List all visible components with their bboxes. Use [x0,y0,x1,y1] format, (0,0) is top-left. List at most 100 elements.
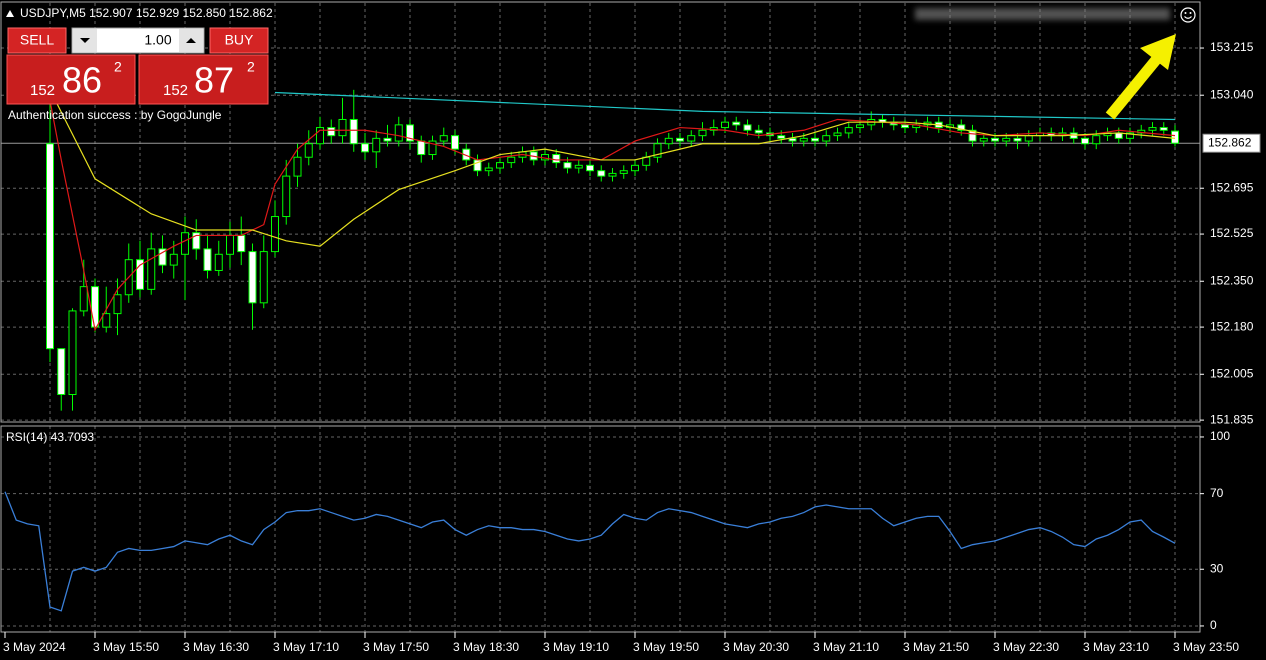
candle-body [46,143,54,350]
candle-body [383,137,392,142]
candle-body [113,294,122,315]
candle-body [293,156,302,177]
candle-body [664,137,673,145]
down-arrow [80,38,90,43]
candle-body [271,216,279,253]
candle-body [822,135,831,142]
ask-box[interactable] [138,54,269,105]
candle-body [158,248,167,266]
rsi-y-tick-label: 70 [1210,486,1224,500]
x-tick-label: 3 May 18:30 [453,640,519,654]
rsi-y-tick-label: 100 [1210,429,1230,443]
y-tick-label: 152.695 [1210,180,1254,194]
x-tick-label: 3 May 19:50 [633,640,699,654]
ask-main: 87 [194,60,234,101]
grid-layer [1,3,1200,632]
candle-body [372,137,381,153]
candle-body [1024,135,1033,142]
candle-body [642,156,651,166]
candle-body [259,251,268,304]
candle-body [428,140,437,156]
y-tick-label: 152.525 [1210,226,1254,240]
moving-average [49,100,1176,332]
sell-button[interactable] [7,27,67,54]
candle-body [653,143,662,158]
y-tick-label: 153.040 [1210,87,1254,101]
candle-body [676,137,684,142]
candle-body [57,348,66,395]
candle-body [327,127,336,137]
candle-body [552,154,561,164]
candle-body [1159,127,1168,131]
annotation-arrow [1105,34,1176,120]
ask-big: 152 [163,82,188,99]
candle-body [743,124,752,131]
candle-body [799,137,808,142]
candle-body [169,253,178,266]
candle-body [91,286,99,328]
candle-body [439,135,448,142]
candle-body [1092,135,1101,145]
candle-body [102,313,111,328]
candle-body [844,127,853,134]
candle-body [136,259,144,290]
candle-body [147,248,156,290]
candle-body [1013,137,1022,142]
candle-body [226,234,234,255]
bid-box[interactable] [6,54,136,105]
price-pane-border [0,1,1201,423]
candle-body [496,162,504,169]
bid-big: 152 [30,82,55,99]
x-tick-label: 3 May 16:30 [183,640,249,654]
candle-body [563,162,572,169]
y-tick-label: 152.180 [1210,319,1254,333]
symbol-header: USDJPY,M5 152.907 152.929 152.850 152.86… [20,6,273,20]
x-tick-label: 3 May 22:30 [993,640,1059,654]
candle-body [484,167,493,172]
y-tick-label: 151.835 [1210,412,1254,426]
collapse-icon[interactable] [6,10,14,17]
candle-body [968,129,977,142]
candle-body [721,121,729,129]
candle-body [282,175,291,218]
x-tick-label: 3 May 15:50 [93,640,159,654]
candle-body [687,135,696,142]
rsi-y-tick-label: 30 [1210,561,1224,575]
candle-body [406,124,414,142]
candle-body [361,143,369,153]
trade-panel: SELL 1.00 BUY 152 86 2 152 87 2 [6,27,269,105]
candle-body [957,124,966,131]
x-tick-label: 3 May 21:10 [813,640,879,654]
candle-body [631,164,639,172]
candle-body [349,118,358,145]
candle-body [754,129,763,134]
candle-body [811,137,819,142]
sell-label: SELL [20,32,54,48]
moving-average [49,89,1176,247]
y-tick-label: 153.215 [1210,40,1254,54]
blurred-account [915,8,1170,20]
candle-body [192,232,201,250]
rsi-line [4,491,1176,612]
candle-body [79,286,88,312]
candle-body [574,164,583,169]
candle-body [619,170,628,174]
smiley [1180,7,1196,23]
candle-body [338,118,347,137]
x-tick-label: 3 May 21:50 [903,640,969,654]
candle-body [608,172,617,177]
x-tick-label: 3 May 20:30 [723,640,789,654]
moving-average [274,91,1176,121]
candle-body [991,137,999,142]
buy-button[interactable] [209,27,269,54]
candle-body [586,164,594,172]
rsi-y-tick-label: 0 [1210,618,1217,632]
current-price-box [1202,133,1261,153]
x-tick-label: 3 May 23:10 [1083,640,1149,654]
up-arrow [186,38,196,43]
candle-body [1002,137,1011,142]
candle-body [856,124,864,129]
candle-body [68,310,77,395]
buy-label: BUY [225,32,254,48]
